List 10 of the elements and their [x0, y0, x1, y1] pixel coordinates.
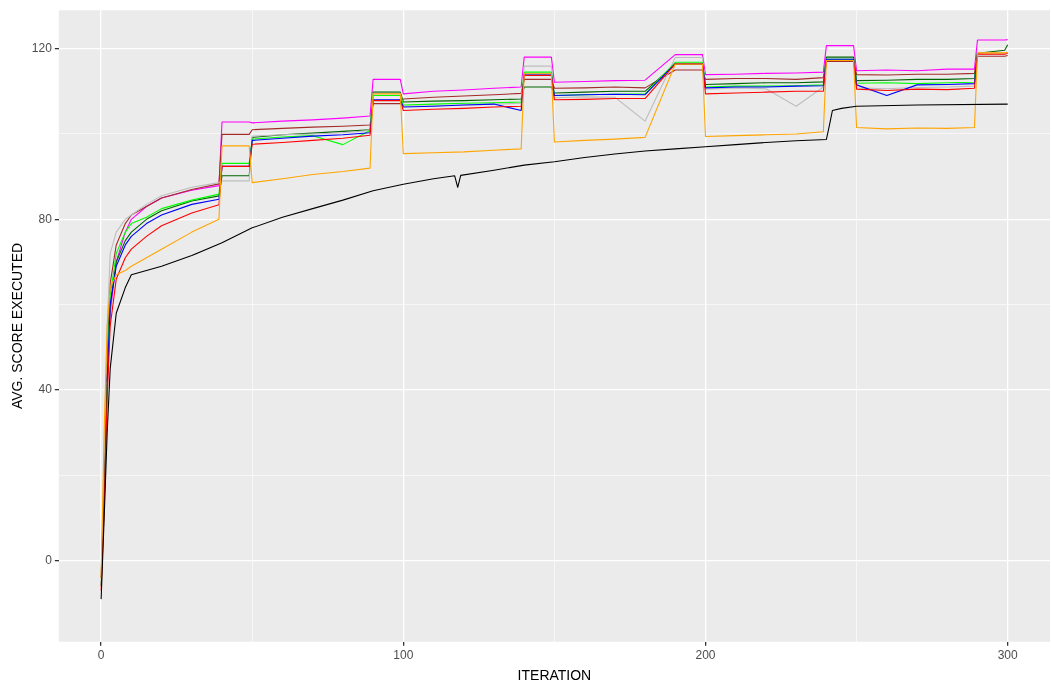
x-tick-label: 0	[97, 648, 105, 663]
x-tick-label: 200	[695, 648, 716, 663]
y-tick-label: 40	[38, 382, 53, 397]
x-axis-title: ITERATION	[517, 667, 592, 684]
y-tick-label: 80	[38, 211, 53, 226]
y-tick-label: 0	[45, 553, 53, 568]
x-tick-label: 100	[393, 648, 414, 663]
y-tick-label: 120	[31, 40, 53, 55]
x-tick-label: 300	[997, 648, 1019, 663]
y-axis-title: AVG. SCORE EXECUTED	[9, 242, 26, 410]
